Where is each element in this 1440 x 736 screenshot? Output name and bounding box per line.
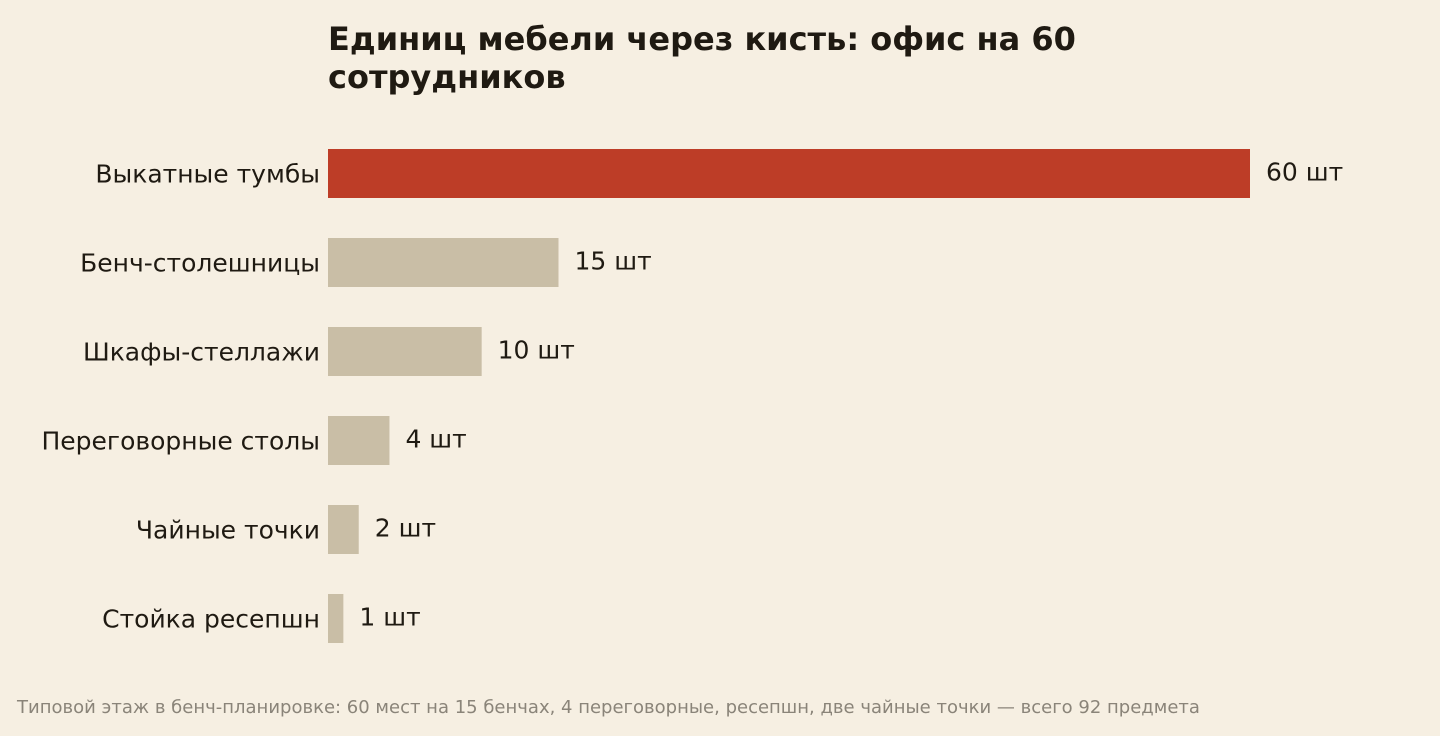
- value-label-5: 1 шт: [359, 603, 420, 632]
- category-label-5: Стойка ресепшн: [102, 605, 320, 634]
- category-label-2: Шкафы-стеллажи: [83, 338, 320, 367]
- category-label-1: Бенч-столешницы: [80, 249, 320, 278]
- chart-footnote: Типовой этаж в бенч-планировке: 60 мест …: [17, 697, 1200, 718]
- bar-4: [328, 505, 359, 554]
- bar-2: [328, 327, 482, 376]
- category-label-0: Выкатные тумбы: [95, 160, 320, 189]
- category-label-4: Чайные точки: [136, 516, 320, 545]
- value-label-2: 10 шт: [498, 336, 575, 365]
- bar-5: [328, 594, 344, 643]
- bar-3: [328, 416, 390, 465]
- value-label-1: 15 шт: [575, 247, 652, 276]
- category-label-3: Переговорные столы: [42, 427, 321, 456]
- bar-0: [328, 149, 1250, 198]
- value-label-0: 60 шт: [1266, 158, 1343, 187]
- chart-title: Единиц мебели через кисть: офис на 60 со…: [328, 20, 1076, 96]
- bars-layer: Выкатные тумбы 60 шт Бенч-столешницы 15 шт Ш…: [42, 149, 1343, 643]
- value-label-3: 4 шт: [405, 425, 466, 454]
- bar-1: [328, 238, 559, 287]
- value-label-4: 2 шт: [375, 514, 436, 543]
